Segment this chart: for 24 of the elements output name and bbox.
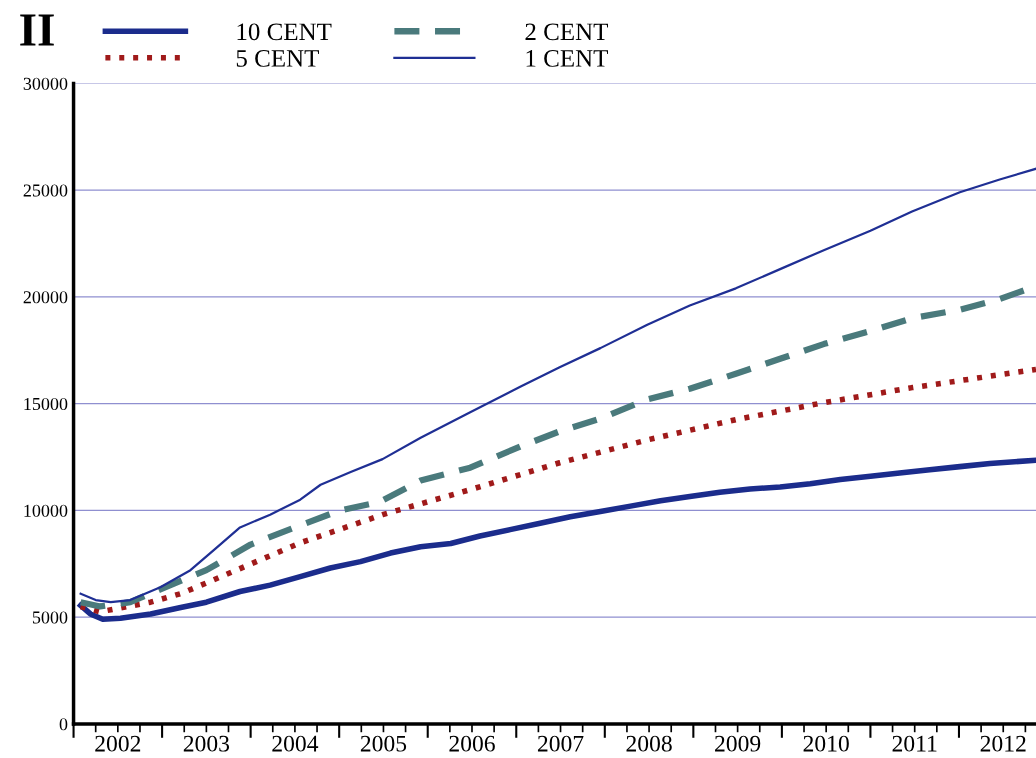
x-tick-label: 2008 (626, 735, 672, 752)
line-series (79, 167, 1036, 604)
legend-label: 2 CENT (525, 23, 609, 41)
y-tick-label: 15000 (24, 397, 68, 411)
legend-label: 10 CENT (237, 23, 332, 41)
legend-label: 1 CENT (526, 50, 609, 67)
x-tick-label: 2007 (537, 735, 584, 752)
x-tick-label: 2003 (183, 735, 230, 752)
x-tick-label: 2006 (449, 735, 495, 752)
x-tick-label: 2004 (272, 735, 319, 752)
x-tick-label: 2005 (360, 735, 407, 752)
y-tick-label: 10000 (24, 504, 68, 517)
chart-title: II (20, 14, 54, 46)
legend-label: 5 CENT (236, 50, 319, 67)
x-tick-label: 2012 (980, 735, 1026, 752)
y-tick-label: 0 (59, 718, 68, 731)
y-tick-label: 20000 (23, 291, 68, 304)
y-tick-label: 25000 (23, 184, 68, 197)
x-tick-label: 2002 (95, 735, 141, 752)
x-tick-label: 2009 (715, 735, 761, 752)
y-tick-label: 5000 (32, 611, 68, 624)
x-tick-label: 2010 (803, 735, 849, 752)
y-tick-label: 30000 (23, 77, 68, 90)
x-tick-label: 2011 (892, 735, 937, 752)
